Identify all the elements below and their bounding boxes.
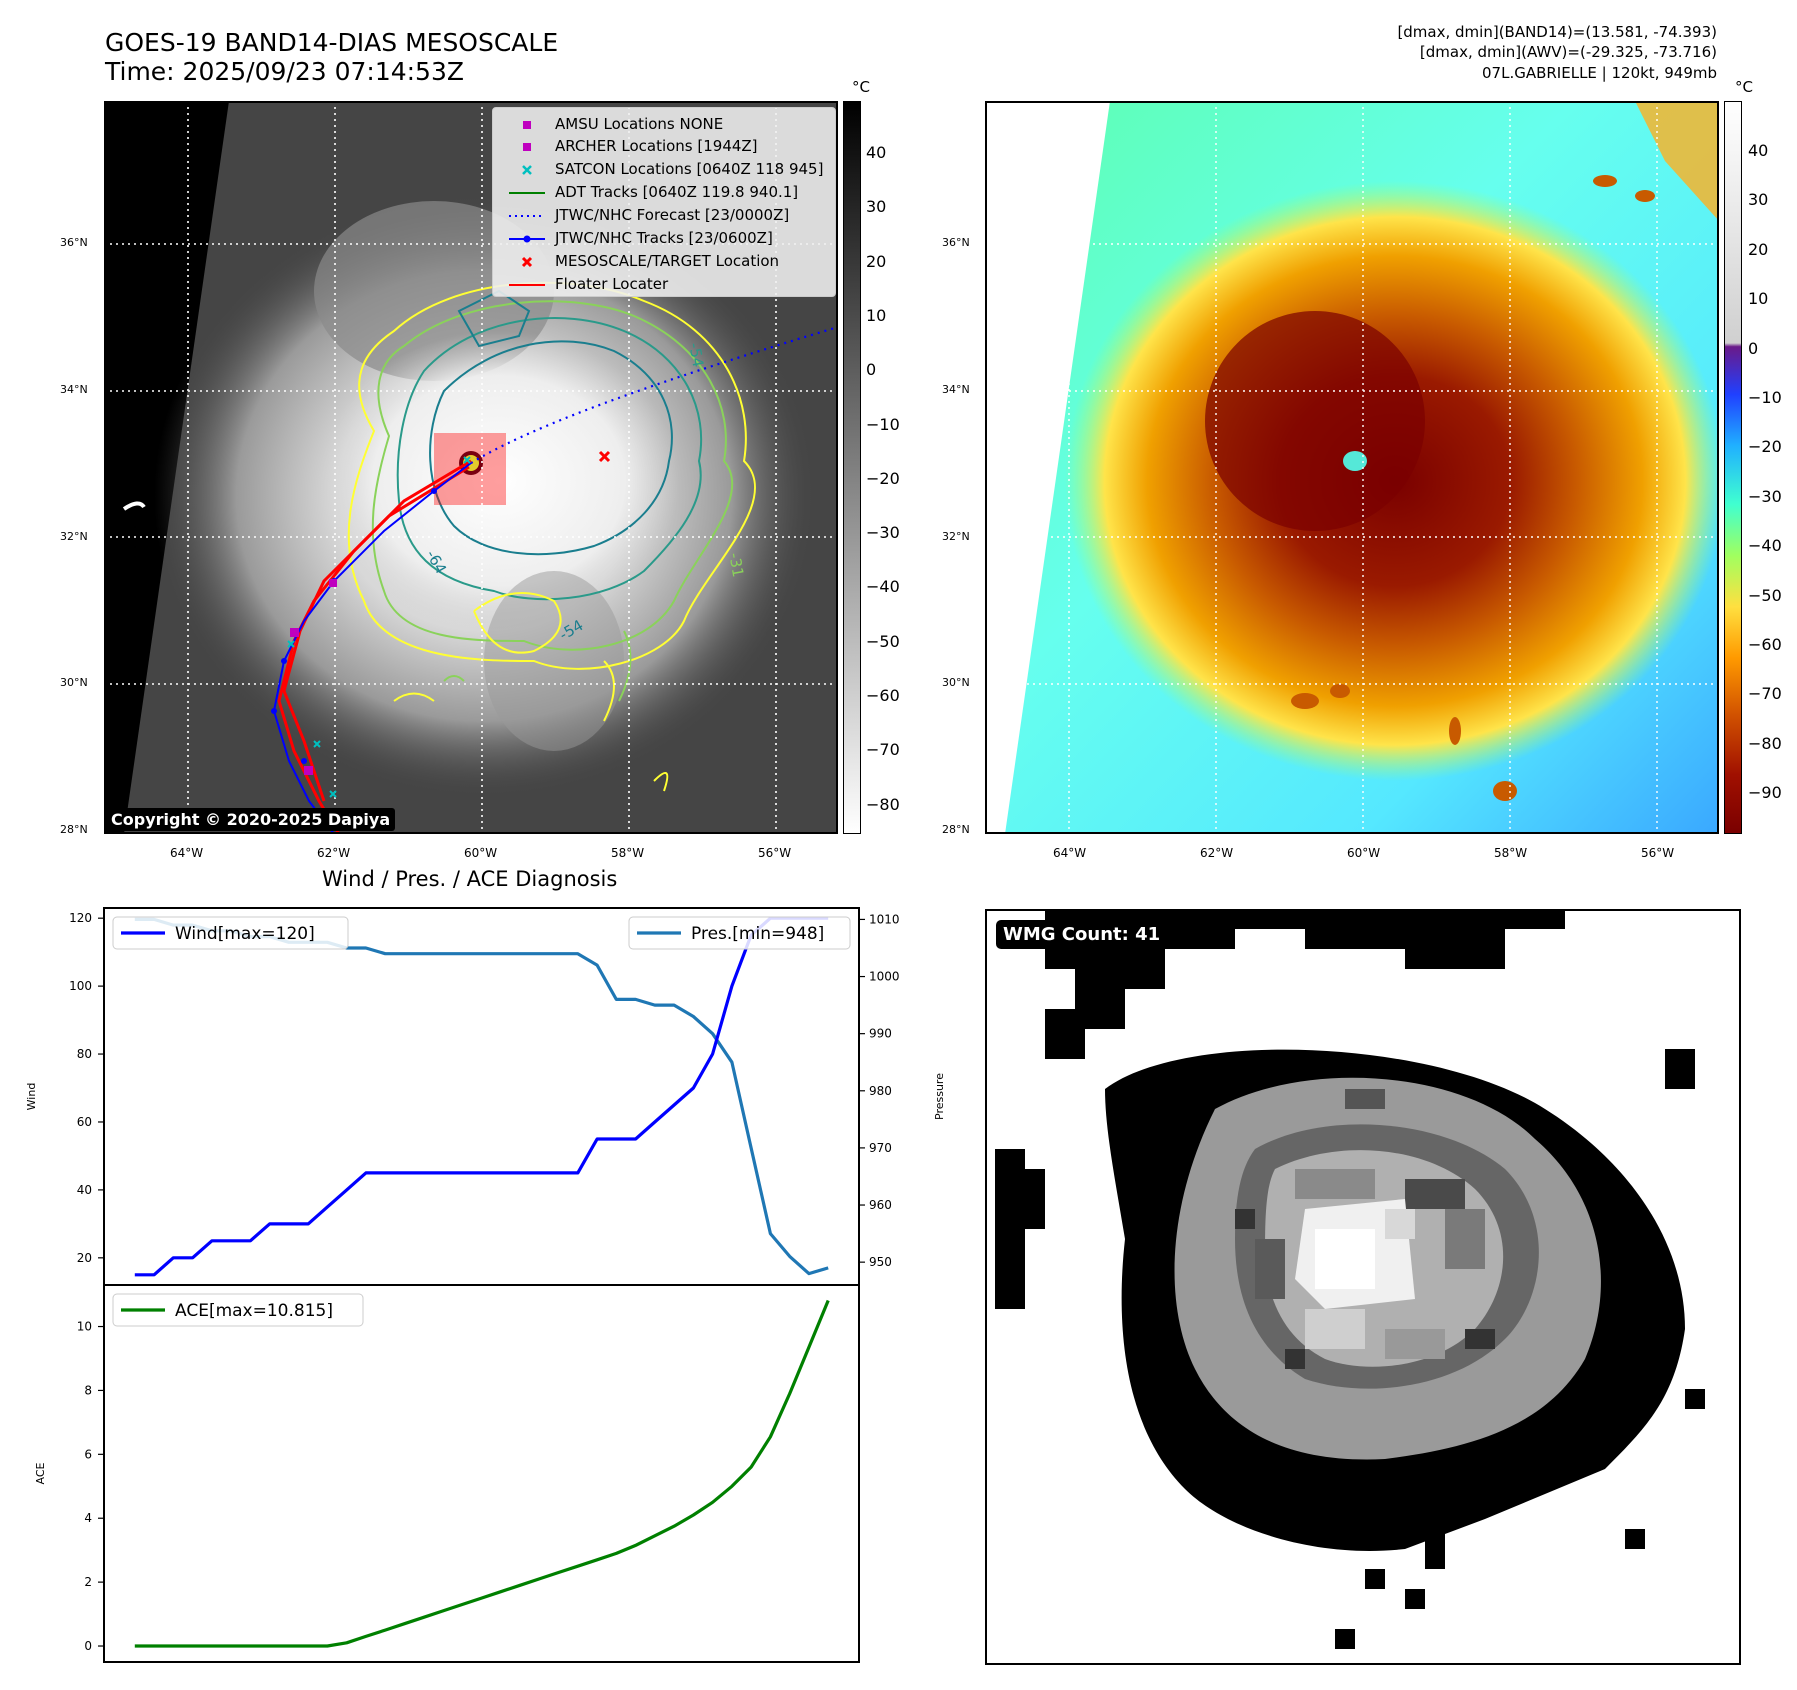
pressure-tick-label: 1010: [869, 912, 900, 926]
ace-tick-label: 8: [84, 1383, 92, 1397]
lat-label: 34°N: [60, 383, 88, 396]
colorbar-tick-label: −20: [866, 468, 900, 488]
copyright-label: Copyright © 2020-2025 Dapiya: [106, 808, 396, 831]
diagnosis-chart: 20 40 60 80 100 120 950 960 970 980 990 1000 1010 0 2 4…: [25, 907, 946, 1663]
ir-colorbar-unit: °C: [852, 78, 870, 96]
awv-map-image: [985, 101, 1719, 834]
colorbar-tick-label: −80: [1748, 733, 1782, 753]
lat-label: 28°N: [60, 823, 88, 836]
pressure-legend-label: Pres.[min=948]: [691, 924, 824, 944]
ace-tick-label: 2: [84, 1575, 92, 1589]
lat-label: 30°N: [60, 676, 88, 689]
wind-tick-label: 120: [69, 911, 92, 925]
wind-tick-label: 40: [77, 1183, 92, 1197]
wind-pressure-axes: [103, 907, 860, 1286]
stats-line1: [dmax, dmin](BAND14)=(13.581, -74.393): [1397, 23, 1717, 41]
colorbar-tick-label: −20: [1748, 437, 1782, 457]
ace-tick-label: 10: [77, 1320, 92, 1334]
awv-map-panel: [985, 101, 1719, 834]
wind-legend-label: Wind[max=120]: [175, 924, 315, 944]
colorbar-tick-label: 0: [1748, 338, 1759, 358]
pressure-tick-label: 1000: [869, 970, 900, 984]
colorbar-tick-label: −10: [1748, 388, 1782, 407]
ace-legend-label: ACE[max=10.815]: [175, 1301, 333, 1321]
pressure-tick-label: 970: [869, 1141, 892, 1155]
lon-label: 60°W: [464, 846, 498, 860]
ir-map-legend: AMSU Locations NONE ARCHER Locations [19…: [492, 107, 836, 297]
colorbar-tick-label: −70: [866, 740, 900, 760]
lon-label: 60°W: [1347, 846, 1381, 860]
pressure-legend: [628, 916, 851, 950]
ace-tick-label: 6: [84, 1447, 92, 1461]
lon-label: 58°W: [1494, 846, 1528, 860]
colorbar-tick-label: 10: [1748, 289, 1769, 309]
awv-colorbar: [1724, 101, 1742, 834]
wind-tick-label: 80: [77, 1047, 92, 1061]
colorbar-tick-label: 20: [1748, 239, 1769, 259]
ir-map-panel: -64 -54 -54 -31 AMSU Locations NONE ARCH…: [104, 101, 838, 834]
wmg-image: [985, 909, 1741, 1665]
lat-label: 32°N: [942, 530, 970, 543]
wind-legend: [112, 916, 349, 950]
lon-label: 56°W: [1641, 846, 1675, 860]
awv-colorbar-unit: °C: [1735, 78, 1753, 96]
wind-line: [134, 916, 829, 1277]
ace-axis-label: ACE: [34, 1462, 47, 1484]
ir-colorbar: [843, 101, 861, 834]
pressure-axis-label: Pressure: [933, 1073, 946, 1120]
colorbar-tick-label: −60: [866, 686, 900, 705]
lat-label: 30°N: [942, 676, 970, 689]
lon-label: 64°W: [1053, 846, 1087, 860]
colorbar-tick-label: 30: [866, 197, 887, 217]
pressure-tick-label: 990: [869, 1027, 892, 1041]
pressure-tick-label: 950: [869, 1255, 892, 1269]
lon-label: 62°W: [1200, 846, 1234, 860]
colorbar-tick-label: −90: [1748, 783, 1782, 803]
lon-label: 58°W: [611, 846, 645, 860]
lon-label: 56°W: [758, 846, 792, 860]
lat-label: 34°N: [942, 383, 970, 396]
wind-tick-label: 60: [77, 1115, 92, 1129]
ace-line: [134, 1299, 830, 1648]
pressure-tick-label: 960: [869, 1198, 892, 1212]
colorbar-tick-label: 20: [866, 251, 887, 271]
lat-label: 28°N: [942, 823, 970, 836]
colorbar-tick-label: −40: [1748, 536, 1782, 556]
ace-tick-label: 0: [84, 1639, 92, 1653]
wind-tick-label: 100: [69, 979, 92, 993]
wind-axis-label: Wind: [25, 1083, 38, 1111]
lon-label: 62°W: [317, 846, 351, 860]
figure-title-line1: GOES-19 BAND14-DIAS MESOSCALE: [105, 28, 559, 57]
colorbar-tick-label: 0: [866, 360, 877, 380]
colorbar-tick-label: 10: [866, 305, 887, 325]
stats-line2: [dmax, dmin](AWV)=(-29.325, -73.716): [1419, 43, 1717, 61]
storm-info: 07L.GABRIELLE | 120kt, 949mb: [1482, 64, 1717, 82]
lat-label: 36°N: [60, 236, 88, 249]
wmg-count-label: WMG Count: 41: [996, 920, 1168, 949]
chart-title: Wind / Pres. / ACE Diagnosis: [322, 867, 618, 891]
colorbar-tick-label: −40: [866, 577, 900, 597]
colorbar-tick-label: −70: [1748, 684, 1782, 704]
lon-label: 64°W: [170, 846, 204, 860]
lat-label: 36°N: [942, 236, 970, 249]
ace-legend: [112, 1293, 364, 1327]
colorbar-tick-label: −50: [866, 631, 900, 651]
colorbar-tick-label: 30: [1748, 190, 1769, 210]
colorbar-tick-label: 40: [1748, 141, 1769, 160]
colorbar-tick-label: −30: [866, 523, 900, 543]
figure-title-line2: Time: 2025/09/23 07:14:53Z: [105, 57, 464, 86]
wmg-panel: WMG Count: 41: [985, 909, 1741, 1665]
colorbar-tick-label: −50: [1748, 585, 1782, 605]
wind-tick-label: 20: [77, 1251, 92, 1265]
colorbar-tick-label: −30: [1748, 486, 1782, 506]
ace-tick-label: 4: [84, 1511, 92, 1525]
colorbar-tick-label: −10: [866, 414, 900, 434]
lat-label: 32°N: [60, 530, 88, 543]
colorbar-tick-label: −60: [1748, 635, 1782, 654]
colorbar-tick-label: −80: [866, 794, 900, 814]
pressure-tick-label: 980: [869, 1084, 892, 1098]
colorbar-tick-label: 40: [866, 143, 887, 162]
